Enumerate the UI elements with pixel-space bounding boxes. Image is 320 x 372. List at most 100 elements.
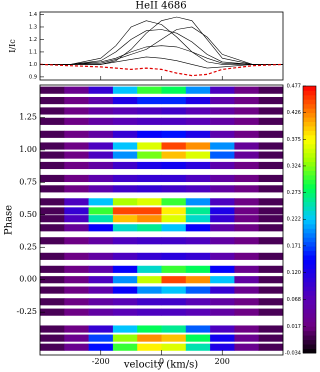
colorbar-tick-label: 0.477 bbox=[287, 84, 301, 90]
profile-line bbox=[39, 63, 284, 77]
heatmap-cell bbox=[64, 276, 89, 284]
colorbar-tick-label: -0.034 bbox=[285, 351, 301, 357]
heatmap-cell bbox=[64, 224, 89, 232]
heatmap-cell bbox=[258, 151, 284, 159]
heatmap-cell bbox=[161, 215, 187, 223]
y-tick-label: 1.1 bbox=[29, 49, 37, 55]
y-axis-label: I/Ic bbox=[8, 39, 17, 53]
heatmap-cell bbox=[185, 343, 211, 351]
colorbar-segment bbox=[303, 348, 316, 354]
heatmap-cell bbox=[112, 86, 138, 94]
heatmap-cell bbox=[40, 207, 65, 215]
heatmap-cell bbox=[234, 130, 259, 138]
heatmap-cell bbox=[185, 276, 211, 284]
colorbar-segment bbox=[303, 228, 316, 234]
heatmap-cell bbox=[40, 130, 65, 138]
heatmap-cell bbox=[112, 97, 138, 105]
heatmap-cell bbox=[88, 151, 114, 159]
heatmap-cell bbox=[258, 207, 284, 215]
colorbar-segment bbox=[303, 295, 316, 300]
heatmap-cell bbox=[185, 325, 211, 333]
heatmap-cell bbox=[137, 117, 162, 125]
heatmap-cell bbox=[234, 215, 259, 223]
colorbar-segment bbox=[303, 94, 316, 100]
colorbar-segment bbox=[303, 197, 316, 203]
heatmap-cell bbox=[258, 117, 284, 125]
heatmap-cell bbox=[40, 117, 65, 125]
colorbar-segment bbox=[303, 112, 316, 118]
colorbar-segment bbox=[303, 130, 316, 136]
heatmap-cell bbox=[161, 308, 187, 316]
heatmap-cell bbox=[64, 215, 89, 223]
heatmap-cell bbox=[234, 151, 259, 159]
heatmap-cell bbox=[137, 298, 162, 306]
colorbar-segment bbox=[303, 299, 316, 305]
heatmap-cell bbox=[64, 237, 89, 245]
heatmap-cell bbox=[40, 325, 65, 333]
heatmap-cell bbox=[185, 117, 211, 125]
heatmap-cell bbox=[258, 86, 284, 94]
heatmap-cell bbox=[210, 276, 235, 284]
heatmap-cell bbox=[137, 265, 162, 273]
heatmap-cell bbox=[258, 276, 284, 284]
colorbar-segment bbox=[303, 175, 316, 180]
x-tick-label: 0 bbox=[159, 357, 164, 366]
heatmap-cell bbox=[112, 142, 138, 150]
profile-line bbox=[40, 26, 283, 65]
heatmap-cell bbox=[64, 325, 89, 333]
heatmap-cell bbox=[161, 265, 187, 273]
heatmap-cell bbox=[258, 107, 284, 115]
heatmap-cell bbox=[40, 142, 65, 150]
heatmap-cell bbox=[210, 343, 235, 351]
heatmap-cell bbox=[112, 207, 138, 215]
colorbar-segment bbox=[303, 201, 316, 207]
colorbar-segment bbox=[303, 179, 316, 185]
heatmap-cell bbox=[185, 334, 211, 342]
colorbar-segment bbox=[303, 86, 316, 91]
heatmap-cell bbox=[234, 325, 259, 333]
heatmap-cell bbox=[40, 265, 65, 273]
heatmap-cell bbox=[258, 130, 284, 138]
heatmap-cell bbox=[258, 185, 284, 193]
heatmap-cell bbox=[112, 117, 138, 125]
heatmap-cell bbox=[40, 308, 65, 316]
heatmap-cell bbox=[88, 142, 114, 150]
heatmap-cell bbox=[185, 308, 211, 316]
heatmap-cell bbox=[210, 97, 235, 105]
heatmap-cell bbox=[137, 130, 162, 138]
profile-line bbox=[40, 20, 283, 65]
heatmap-cell bbox=[258, 198, 284, 206]
heatmap-cell bbox=[185, 252, 211, 260]
profile-line bbox=[40, 45, 283, 65]
heatmap-cell bbox=[185, 97, 211, 105]
heatmap-cell bbox=[161, 276, 187, 284]
colorbar-segment bbox=[303, 232, 316, 238]
colorbar-segment bbox=[303, 215, 316, 220]
heatmap-cell bbox=[88, 207, 114, 215]
heatmap-cell bbox=[185, 286, 211, 294]
colorbar-segment bbox=[303, 126, 316, 131]
heatmap-cell bbox=[258, 97, 284, 105]
colorbar-segment bbox=[303, 117, 316, 122]
heatmap-cell bbox=[234, 252, 259, 260]
heatmap-cell bbox=[88, 215, 114, 223]
heatmap-cell bbox=[210, 117, 235, 125]
y-tick-label: 1.25 bbox=[19, 112, 37, 121]
heatmap-cell bbox=[112, 224, 138, 232]
colorbar-segment bbox=[303, 339, 316, 345]
heatmap-cell bbox=[64, 252, 89, 260]
y-tick-label: -0.25 bbox=[16, 307, 37, 316]
heatmap-cell bbox=[210, 308, 235, 316]
heatmap-cell bbox=[112, 151, 138, 159]
colorbar-tick-label: 0.426 bbox=[287, 110, 301, 116]
heatmap-cell bbox=[137, 237, 162, 245]
heatmap-cell bbox=[210, 107, 235, 115]
heatmap-cell bbox=[112, 161, 138, 170]
heatmap-cell bbox=[137, 343, 162, 351]
heatmap-cell bbox=[161, 142, 187, 150]
heatmap-cell bbox=[64, 117, 89, 125]
colorbar-tick-label: 0.222 bbox=[287, 217, 301, 223]
heatmap-cell bbox=[137, 86, 162, 94]
heatmap-cell bbox=[234, 142, 259, 150]
